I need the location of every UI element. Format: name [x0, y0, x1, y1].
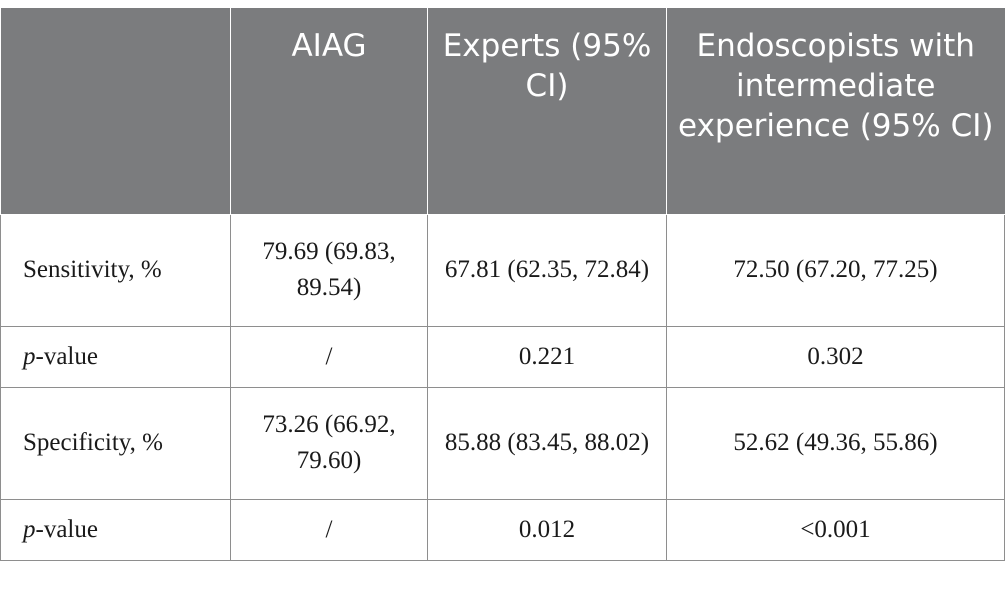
- cell-sensitivity-pvalue-aiag: /: [230, 325, 428, 388]
- row-label-pvalue-specificity: p-value: [0, 498, 231, 561]
- cell-sensitivity-pvalue-experts: 0.221: [427, 325, 667, 388]
- header-row: AIAG Experts (95% CI) Endoscopists with …: [0, 8, 1005, 215]
- table-row-sensitivity: Sensitivity, % 79.69 (69.83, 89.54) 67.8…: [0, 213, 1005, 327]
- results-table: AIAG Experts (95% CI) Endoscopists with …: [0, 8, 1005, 561]
- value-suffix-label: -value: [35, 342, 98, 370]
- cell-sensitivity-experts: 67.81 (62.35, 72.84): [427, 213, 667, 327]
- cell-specificity-intermediate: 52.62 (49.36, 55.86): [666, 386, 1005, 500]
- row-label-specificity: Specificity, %: [0, 386, 231, 500]
- cell-sensitivity-pvalue-intermediate: 0.302: [666, 325, 1005, 388]
- row-label-sensitivity: Sensitivity, %: [0, 213, 231, 327]
- cell-sensitivity-aiag: 79.69 (69.83, 89.54): [230, 213, 428, 327]
- cell-specificity-pvalue-aiag: /: [230, 498, 428, 561]
- header-cell-intermediate-endoscopists: Endoscopists with intermediate experienc…: [666, 8, 1005, 215]
- cell-specificity-aiag: 73.26 (66.92, 79.60): [230, 386, 428, 500]
- row-label-pvalue-sensitivity: p-value: [0, 325, 231, 388]
- header-cell-experts: Experts (95% CI): [427, 8, 667, 215]
- cell-sensitivity-intermediate: 72.50 (67.20, 77.25): [666, 213, 1005, 327]
- cell-specificity-pvalue-experts: 0.012: [427, 498, 667, 561]
- cell-specificity-experts: 85.88 (83.45, 88.02): [427, 386, 667, 500]
- p-italic-label: p: [23, 515, 36, 543]
- table-row-sensitivity-pvalue: p-value / 0.221 0.302: [0, 325, 1005, 388]
- results-table-container: AIAG Experts (95% CI) Endoscopists with …: [0, 8, 1005, 561]
- header-cell-empty: [0, 8, 231, 215]
- header-cell-aiag: AIAG: [230, 8, 428, 215]
- table-row-specificity-pvalue: p-value / 0.012 <0.001: [0, 498, 1005, 561]
- table-row-specificity: Specificity, % 73.26 (66.92, 79.60) 85.8…: [0, 386, 1005, 500]
- p-italic-label: p: [23, 342, 36, 370]
- cell-specificity-pvalue-intermediate: <0.001: [666, 498, 1005, 561]
- value-suffix-label: -value: [35, 515, 98, 543]
